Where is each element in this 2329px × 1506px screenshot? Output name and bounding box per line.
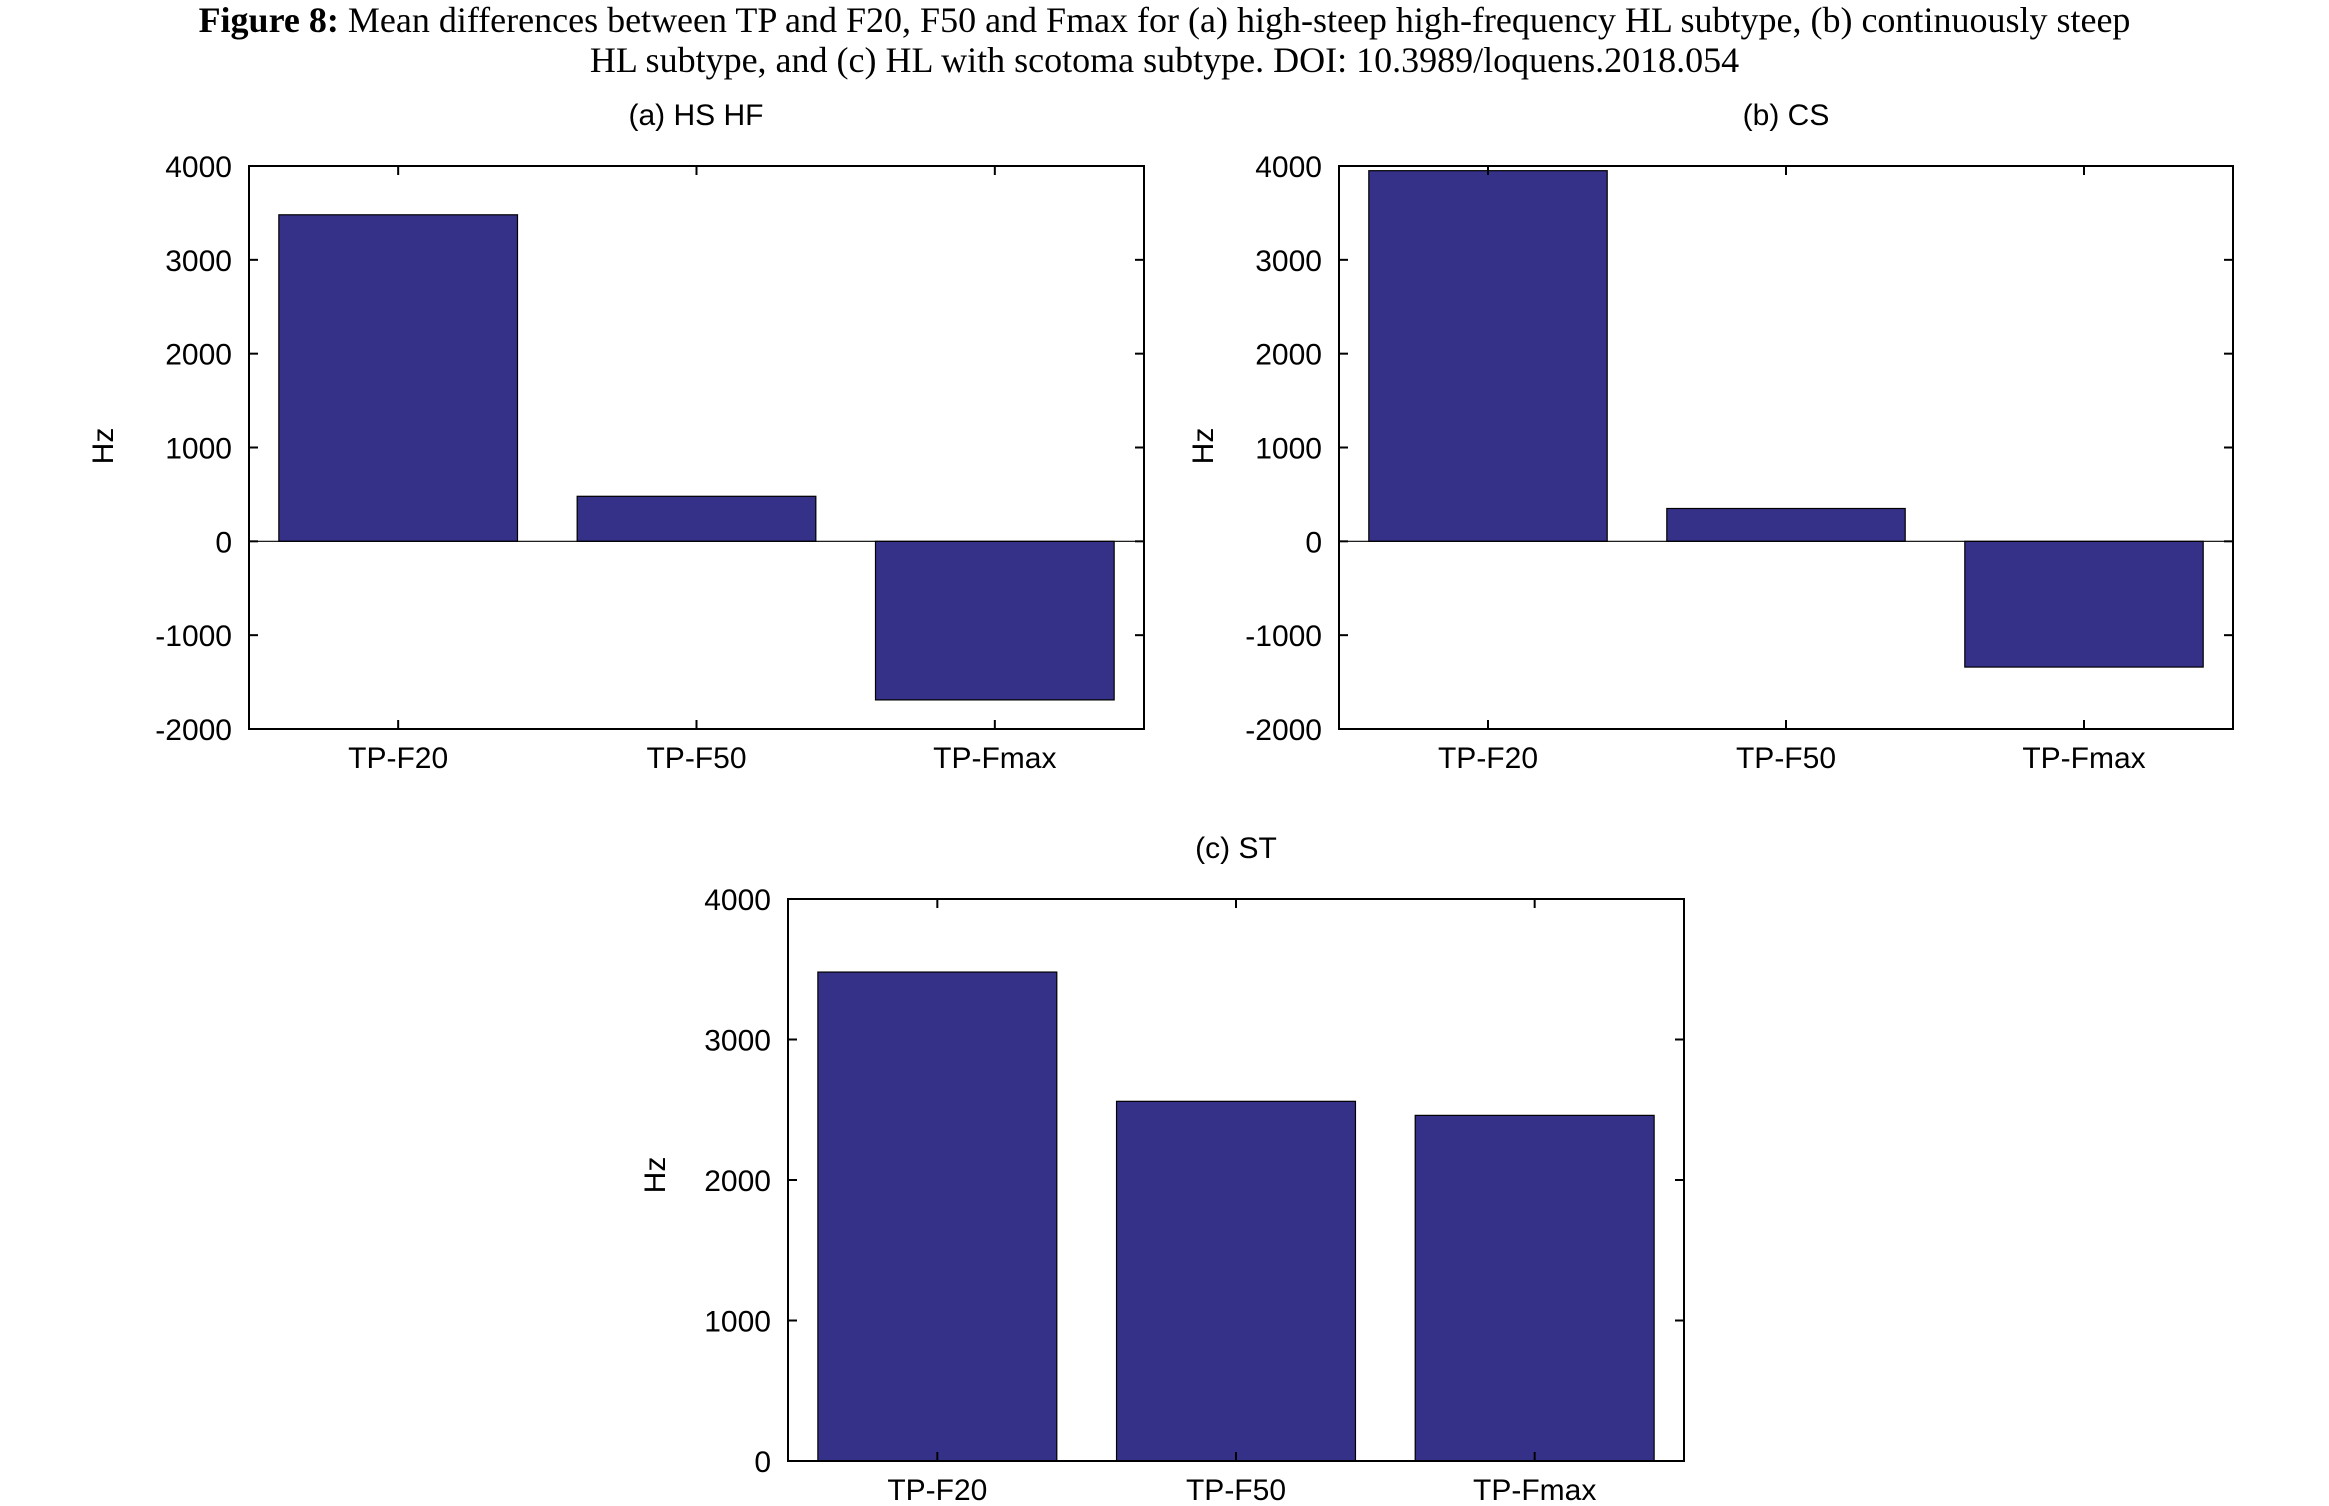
chart-panel-3: 0 1000 2000 3000 4000 TP-F20 TP-F50 TP-Fmax (c) …: [639, 832, 1685, 1506]
bar-tp-fmax: [1414, 1114, 1655, 1462]
y-tick-label: 0: [754, 1446, 771, 1479]
y-axis-label: Hz: [87, 428, 120, 465]
x-tick-label: TP-F50: [646, 742, 746, 775]
x-tick-label: TP-F50: [1736, 742, 1836, 775]
y-tick-label: 3000: [165, 245, 232, 278]
x-tick-label: TP-Fmax: [933, 742, 1056, 775]
y-tick-label: 2000: [704, 1165, 771, 1198]
x-tick-label: TP-F20: [348, 742, 448, 775]
y-tick-label: 3000: [1255, 245, 1322, 278]
chart-title: (b) CS: [1743, 99, 1830, 132]
y-tick-label: 1000: [704, 1306, 771, 1339]
figure-caption: Figure 8: Mean differences between TP an…: [0, 0, 2329, 80]
bar-tp-f50: [1666, 507, 1906, 542]
x-tick-label: TP-Fmax: [1473, 1474, 1596, 1506]
y-tick-label: 4000: [704, 884, 771, 917]
x-tick-label: TP-F50: [1186, 1474, 1286, 1506]
bar-tp-f20: [1368, 170, 1608, 542]
bar-tp-fmax: [874, 540, 1115, 701]
y-tick-label: 4000: [165, 151, 232, 184]
caption-line-2: HL subtype, and (c) HL with scotoma subt…: [589, 40, 1740, 80]
y-tick-label: 2000: [165, 339, 232, 372]
bar-tp-f20: [278, 214, 519, 542]
bar-tp-f20: [817, 971, 1058, 1462]
y-tick-label: -1000: [1245, 620, 1322, 653]
chart-title: (c) ST: [1195, 832, 1277, 865]
x-tick-label: TP-Fmax: [2022, 742, 2145, 775]
y-tick-label: -2000: [155, 714, 232, 747]
y-tick-label: 2000: [1255, 339, 1322, 372]
y-tick-label: -2000: [1245, 714, 1322, 747]
bar-tp-f50: [576, 495, 817, 542]
chart-panel-2: -2000 -1000 0 1000 2000 3000 4000 TP-F20 TP-F50 T…: [1187, 99, 2234, 775]
y-tick-label: 1000: [165, 433, 232, 466]
y-tick-label: 4000: [1255, 151, 1322, 184]
x-tick-label: TP-F20: [1438, 742, 1538, 775]
y-tick-label: 0: [215, 526, 232, 559]
y-tick-label: 3000: [704, 1025, 771, 1058]
chart-title: (a) HS HF: [629, 99, 764, 132]
x-tick-label: TP-F20: [887, 1474, 987, 1506]
y-axis-label: Hz: [1187, 428, 1220, 465]
bar-tp-fmax: [1964, 540, 2204, 668]
caption-text-1: Mean differences between TP and F20, F50…: [338, 0, 2131, 40]
y-tick-label: 0: [1305, 526, 1322, 559]
y-tick-label: -1000: [155, 620, 232, 653]
caption-line-1: Figure 8: Mean differences between TP an…: [0, 0, 2329, 40]
caption-label: Figure 8:: [198, 0, 339, 40]
y-axis-label: Hz: [639, 1157, 672, 1194]
chart-panel-1: -2000 -1000 0 1000 2000 3000 4000 TP-F20 TP-F50 T…: [87, 99, 1145, 775]
bar-tp-f50: [1115, 1100, 1357, 1462]
y-tick-label: 1000: [1255, 433, 1322, 466]
